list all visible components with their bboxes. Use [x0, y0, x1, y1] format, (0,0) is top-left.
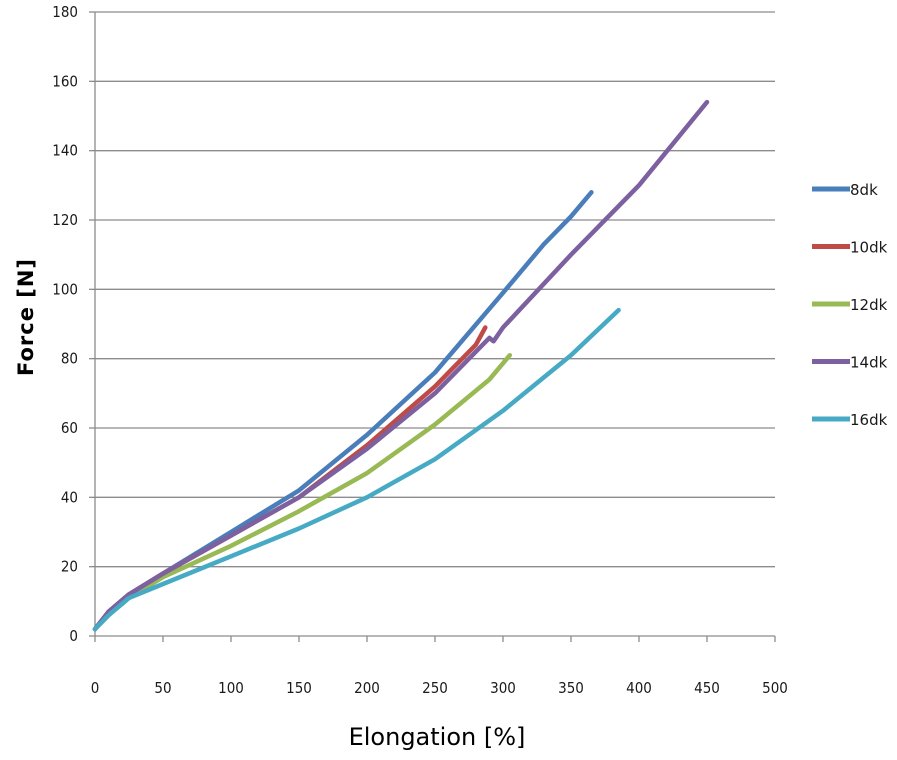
y-axis-title: Force [N]	[14, 258, 38, 376]
y-tick-label: 160	[52, 72, 78, 90]
x-tick-label: 200	[354, 679, 380, 697]
legend-label: 8dk	[850, 181, 878, 199]
legend-label: 16dk	[850, 411, 888, 429]
x-tick-label: 50	[154, 679, 171, 697]
series-line-14dk	[92, 99, 710, 632]
x-tick-label: 150	[286, 679, 312, 697]
gridlines	[95, 11, 775, 568]
y-tick-label: 100	[52, 280, 78, 298]
series-lines	[92, 99, 710, 632]
y-tick-labels: 0 20 40 60 80 100 120 140 160 180	[52, 3, 78, 645]
x-tick-label: 250	[422, 679, 448, 697]
legend-label: 12dk	[850, 296, 888, 314]
legend-label: 14dk	[850, 354, 888, 372]
y-tick-label: 140	[52, 142, 78, 160]
y-tick-label: 180	[52, 3, 78, 21]
x-tick-label: 400	[626, 679, 652, 697]
legend-label: 10dk	[850, 239, 888, 257]
x-tick-label: 300	[490, 679, 516, 697]
x-tick-labels: 0 50 100 150 200 250 300 350 400 450 500	[91, 679, 788, 697]
x-tick-label: 350	[558, 679, 584, 697]
y-tick-label: 20	[61, 558, 78, 576]
series-line-8dk	[92, 190, 594, 632]
y-tick-label: 60	[61, 419, 78, 437]
y-tick-label: 120	[52, 211, 78, 229]
y-tick-label: 80	[61, 350, 78, 368]
x-tick-label: 500	[762, 679, 788, 697]
legend: 8dk 10dk 12dk 14dk 16dk	[812, 181, 888, 429]
x-tick-label: 0	[91, 679, 100, 697]
y-tick-label: 40	[61, 488, 78, 506]
x-tick-label: 100	[218, 679, 244, 697]
y-tick-label: 0	[69, 627, 78, 645]
x-axis-title: Elongation [%]	[349, 723, 526, 751]
x-tick-label: 450	[694, 679, 720, 697]
series-line-16dk	[92, 307, 621, 632]
axes	[89, 11, 776, 642]
